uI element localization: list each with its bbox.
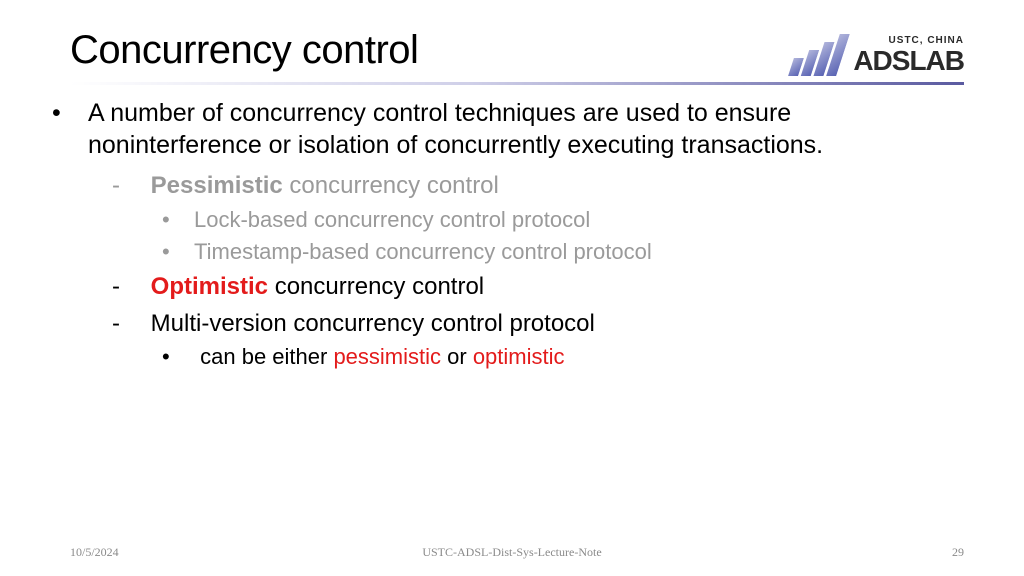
multi-label: Multi-version concurrency control protoc… <box>151 310 595 337</box>
bullet-intro: A number of concurrency control techniqu… <box>70 97 964 372</box>
pessimistic-sub2: Timestamp-based concurrency control prot… <box>178 238 964 266</box>
footer-date: 10/5/2024 <box>70 545 119 560</box>
pessimistic-rest: concurrency control <box>283 172 499 199</box>
multi-sub-pre: can be either <box>200 344 333 369</box>
logo-building-icon <box>791 34 845 76</box>
footer-page: 29 <box>952 545 964 560</box>
footer-center: USTC-ADSL-Dist-Sys-Lecture-Note <box>422 545 601 560</box>
title-divider <box>70 82 964 85</box>
multi-sub-mid: or <box>441 344 473 369</box>
pessimistic-sub1: Lock-based concurrency control protocol <box>178 206 964 234</box>
item-multiversion: Multi-version concurrency control protoc… <box>128 309 964 372</box>
optimistic-strong: Optimistic <box>151 273 268 300</box>
pessimistic-strong: Pessimistic <box>151 172 283 199</box>
logo-main: ADSLAB <box>853 47 964 75</box>
multi-sub: can be either pessimistic or optimistic <box>178 343 964 371</box>
logo-subtitle: USTC, CHINA <box>853 36 964 46</box>
slide-title: Concurrency control <box>70 28 418 73</box>
logo: USTC, CHINA ADSLAB <box>791 34 964 76</box>
item-pessimistic: Pessimistic concurrency control Lock-bas… <box>128 171 964 266</box>
intro-text: A number of concurrency control techniqu… <box>88 99 823 159</box>
content: A number of concurrency control techniqu… <box>70 97 964 372</box>
multi-sub-optimistic: optimistic <box>473 344 565 369</box>
multi-sub-pessimistic: pessimistic <box>333 344 441 369</box>
logo-text: USTC, CHINA ADSLAB <box>853 36 964 75</box>
footer: 10/5/2024 USTC-ADSL-Dist-Sys-Lecture-Not… <box>0 545 1024 560</box>
item-optimistic: Optimistic concurrency control <box>128 272 964 303</box>
slide: Concurrency control USTC, CHINA ADSLAB A… <box>0 0 1024 576</box>
optimistic-rest: concurrency control <box>268 273 484 300</box>
header-row: Concurrency control USTC, CHINA ADSLAB <box>70 28 964 76</box>
